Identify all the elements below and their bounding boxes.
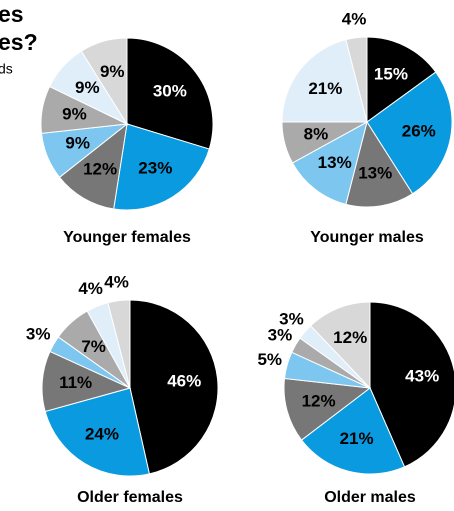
slice-label: 9% xyxy=(62,104,87,123)
title-line: es? xyxy=(0,29,38,55)
pie-title: Older males xyxy=(324,489,416,506)
slice-label: 12% xyxy=(83,160,117,179)
pie-slice xyxy=(366,71,453,195)
slice-label: 15% xyxy=(374,65,408,84)
slice-label: 7% xyxy=(81,337,106,356)
slice-label: 5% xyxy=(257,350,282,369)
pie-slice xyxy=(345,120,414,208)
slice-label: 12% xyxy=(302,392,336,411)
pie-slice xyxy=(283,377,372,441)
slice-label: 4% xyxy=(342,9,367,28)
pie-slice xyxy=(345,36,368,123)
slice-label: 8% xyxy=(304,125,329,144)
pie-slice xyxy=(58,122,128,210)
slice-label: 3% xyxy=(26,324,51,343)
slice-label: 24% xyxy=(85,424,119,443)
slice-label: 43% xyxy=(405,367,439,386)
pie-slice xyxy=(366,36,437,123)
slice-label: 13% xyxy=(358,164,392,183)
slice-label: 12% xyxy=(333,328,367,347)
slice-label: 9% xyxy=(100,62,125,81)
slice-label: 11% xyxy=(59,373,92,392)
pie-title: Younger females xyxy=(63,229,191,246)
slice-label: 13% xyxy=(318,153,352,172)
pie-slice xyxy=(291,121,368,205)
slice-label: 4% xyxy=(78,279,103,298)
slice-label: 3% xyxy=(279,309,304,328)
pie-slice xyxy=(129,299,219,475)
pie-slice xyxy=(80,37,128,126)
slice-label: 9% xyxy=(65,134,90,153)
pie-slice xyxy=(281,39,368,123)
pie-slice xyxy=(44,387,150,477)
pie-slice xyxy=(309,301,371,390)
pie-slice xyxy=(113,123,210,211)
pie-slice xyxy=(126,37,214,150)
pie-slice xyxy=(369,301,454,468)
pie-title: Older females xyxy=(77,489,183,506)
slice-label: 3% xyxy=(268,325,293,344)
slice-label: 30% xyxy=(153,82,187,101)
slice-label: 23% xyxy=(138,159,172,178)
slice-label: 21% xyxy=(308,79,342,98)
title-line: es xyxy=(0,1,24,27)
slice-label: 21% xyxy=(340,429,374,448)
slice-label: 46% xyxy=(167,371,201,390)
slice-label: 9% xyxy=(75,78,100,97)
slice-label: 4% xyxy=(104,272,129,291)
pie-slice xyxy=(300,387,406,475)
slice-label: 26% xyxy=(402,121,436,140)
pie-title: Younger males xyxy=(310,229,424,246)
subtitle: ds xyxy=(0,61,13,77)
pie-slice xyxy=(107,299,131,389)
